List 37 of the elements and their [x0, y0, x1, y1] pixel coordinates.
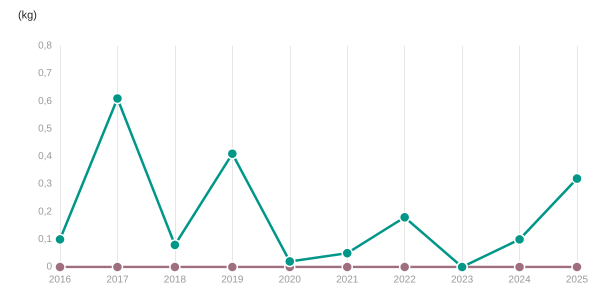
x-tick-label: 2016	[48, 274, 72, 286]
point	[169, 261, 181, 273]
point	[112, 261, 124, 273]
point	[284, 256, 296, 268]
y-tick-label: 0,8	[38, 40, 52, 52]
x-tick-label: 2017	[106, 274, 130, 286]
point	[398, 212, 410, 224]
x-tick-label: 2018	[164, 274, 186, 286]
point	[112, 92, 124, 104]
y-tick-label: 0,2	[38, 206, 52, 218]
x-tick-label: 2022	[394, 274, 416, 286]
point	[341, 261, 353, 273]
y-axis-title: (kg)	[18, 10, 37, 22]
point	[226, 148, 238, 160]
point	[226, 261, 238, 273]
point	[514, 261, 526, 273]
point	[54, 261, 66, 273]
x-tick-label: 2025	[566, 274, 589, 286]
point	[169, 239, 181, 251]
y-tick-label: 0,5	[38, 123, 52, 134]
y-tick-label: 0	[46, 262, 52, 272]
x-tick-label: 2023	[450, 274, 474, 286]
y-tick-label: 0,7	[38, 68, 52, 80]
x-tick-label: 2019	[221, 274, 244, 286]
point	[54, 234, 66, 246]
y-tick-label: 0,4	[38, 151, 52, 162]
y-tick-label: 0,3	[38, 178, 52, 190]
point	[571, 172, 583, 184]
x-tick-label: 2020	[278, 274, 302, 286]
x-tick-label: 2024	[508, 274, 532, 286]
point	[571, 261, 583, 273]
y-tick-label: 0,6	[38, 96, 52, 107]
x-tick-label: 2021	[336, 274, 359, 286]
point	[341, 247, 353, 259]
point	[514, 234, 526, 246]
y-tick-label: 0,1	[38, 234, 52, 245]
point	[398, 261, 410, 273]
